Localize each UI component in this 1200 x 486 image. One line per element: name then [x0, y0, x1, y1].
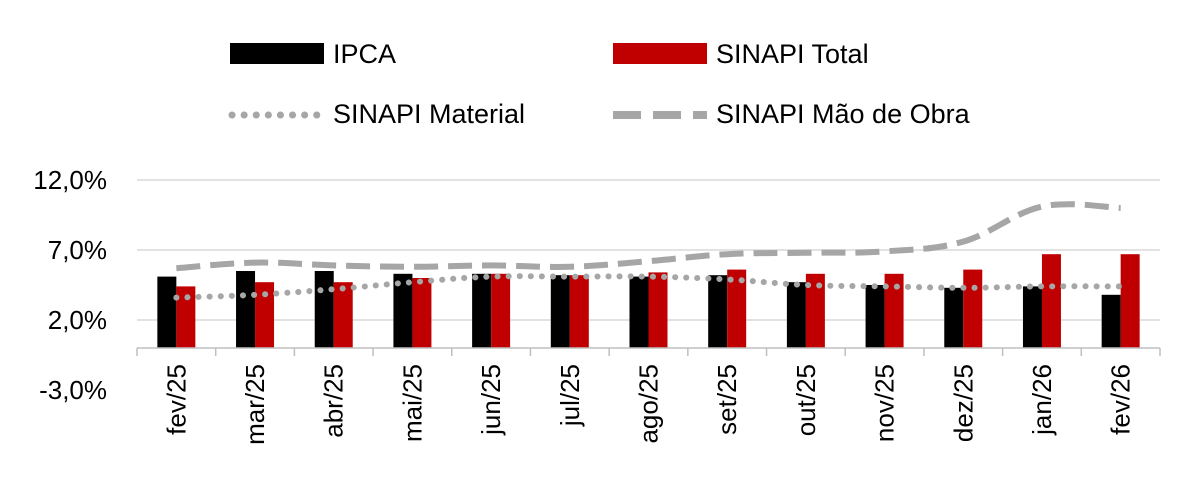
y-tick-label: 7,0% — [48, 235, 107, 265]
x-tick-label: fev/25 — [161, 364, 191, 435]
bar-sinapi-total — [412, 278, 432, 348]
bars — [157, 254, 1140, 348]
legend-swatch-sinapi-total — [613, 43, 707, 64]
y-tick-label: 12,0% — [33, 165, 107, 195]
x-tick-label: fev/26 — [1106, 364, 1136, 435]
x-tick-label: out/25 — [791, 364, 821, 436]
legend-item-ipca[interactable]: IPCA — [230, 39, 396, 69]
legend-label-sinapi-material: SINAPI Material — [333, 99, 525, 129]
x-tick-label: jun/25 — [476, 364, 506, 436]
bar-ipca — [550, 275, 570, 348]
x-tick-label: abr/25 — [319, 364, 349, 438]
y-tick-label: -3,0% — [39, 375, 107, 405]
bar-sinapi-total — [569, 275, 589, 348]
x-tick-label: ago/25 — [634, 364, 664, 444]
line-sinapi-mao-de-obra — [176, 201, 1121, 272]
x-axis-ticks: fev/25 mar/25 abr/25 mai/25 jun/25 jul/25 ago/… — [161, 364, 1135, 445]
line-sinapi-material — [173, 273, 1124, 301]
bar-sinapi-total — [648, 272, 668, 348]
legend-label-sinapi-total: SINAPI Total — [716, 39, 869, 69]
x-tick-label: nov/25 — [870, 364, 900, 442]
bar-sinapi-total — [333, 282, 353, 348]
bar-ipca — [472, 273, 492, 348]
lines — [173, 201, 1124, 301]
legend-item-sinapi-material[interactable]: SINAPI Material — [228, 99, 525, 129]
bar-ipca — [944, 287, 964, 348]
bar-ipca — [393, 273, 413, 348]
bar-ipca — [1101, 294, 1121, 348]
legend-item-sinapi-total[interactable]: SINAPI Total — [613, 39, 869, 69]
bar-sinapi-total — [963, 269, 983, 348]
x-tick-label: mar/25 — [240, 364, 270, 445]
x-tick-label: jul/25 — [555, 364, 585, 427]
bar-ipca — [708, 275, 728, 348]
x-tick-label: jan/26 — [1027, 364, 1057, 436]
bar-ipca — [865, 285, 885, 348]
x-axis — [136, 347, 1161, 356]
bar-sinapi-total — [727, 269, 747, 348]
bar-sinapi-total — [176, 286, 196, 348]
bar-ipca — [314, 271, 334, 348]
bar-ipca — [629, 276, 649, 348]
bar-ipca — [157, 276, 177, 348]
x-tick-label: mai/25 — [397, 364, 427, 442]
legend-swatch-ipca — [230, 43, 324, 64]
bar-sinapi-total — [884, 273, 904, 348]
bar-ipca — [786, 282, 806, 348]
x-tick-label: dez/25 — [948, 364, 978, 442]
legend-label-sinapi-mao-de-obra: SINAPI Mão de Obra — [716, 99, 971, 129]
bar-ipca — [1022, 286, 1042, 348]
bar-sinapi-total — [255, 282, 275, 348]
legend-label-ipca: IPCA — [333, 39, 396, 69]
bar-sinapi-total — [1120, 254, 1140, 348]
bar-sinapi-total — [805, 273, 825, 348]
legend: IPCA SINAPI Total SINAPI Material SINAPI… — [228, 39, 971, 129]
bar-sinapi-total — [491, 273, 511, 348]
legend-item-sinapi-mao-de-obra[interactable]: SINAPI Mão de Obra — [613, 99, 971, 129]
bar-sinapi-total — [1041, 254, 1061, 348]
y-tick-label: 2,0% — [48, 305, 107, 335]
bar-ipca — [236, 271, 256, 348]
x-tick-label: set/25 — [712, 364, 742, 435]
y-axis-ticks: -3,0% 2,0% 7,0% 12,0% — [33, 165, 107, 405]
